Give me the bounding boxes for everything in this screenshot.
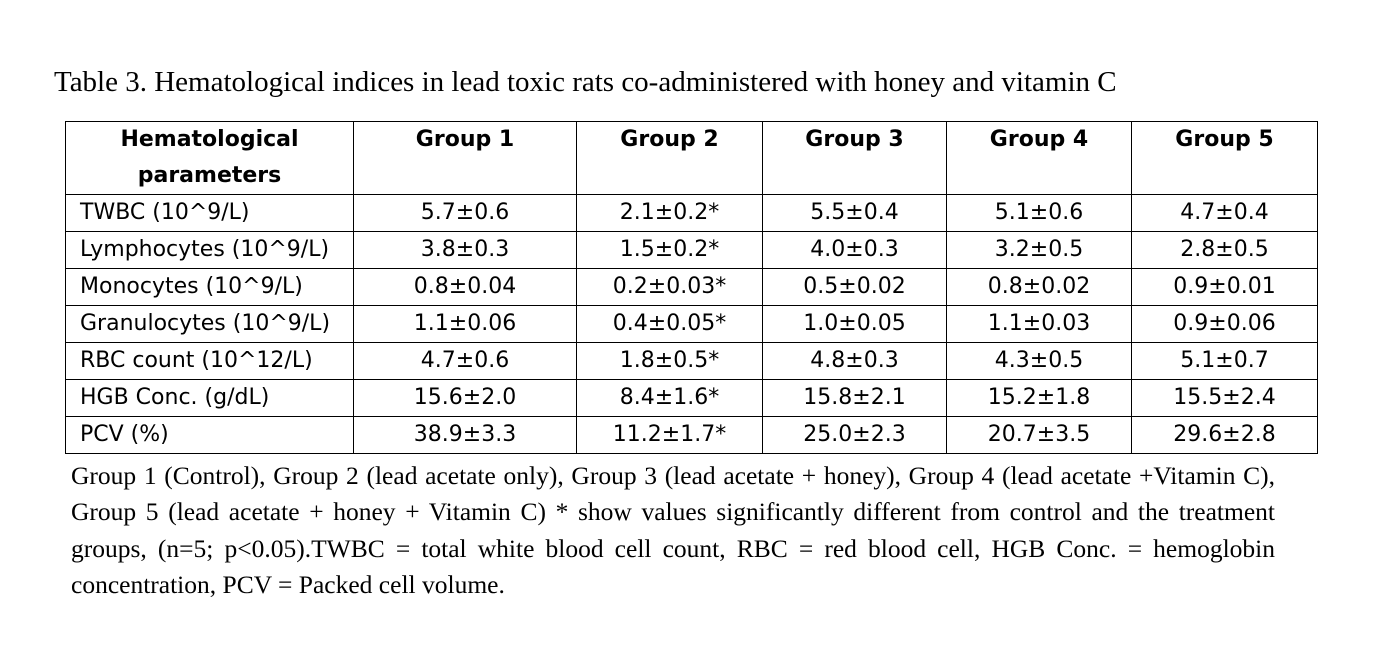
table-cell: 2.8±0.5 (1131, 231, 1318, 269)
table-row: TWBC (10^9/L) 5.7±0.6 2.1±0.2* 5.5±0.4 5… (65, 194, 1318, 232)
parameter-name: Granulocytes (10^9/L) (65, 305, 354, 343)
table-cell: 4.3±0.5 (946, 342, 1132, 380)
table-caption: Table 3. Hematological indices in lead t… (54, 66, 1117, 98)
parameter-name: Lymphocytes (10^9/L) (65, 231, 354, 269)
table-cell: 25.0±2.3 (762, 416, 947, 454)
table-cell: 15.2±1.8 (946, 379, 1132, 417)
parameter-name: Monocytes (10^9/L) (65, 268, 354, 306)
column-header-group-2: Group 2 (576, 121, 763, 195)
table-cell: 15.8±2.1 (762, 379, 947, 417)
table-row: Lymphocytes (10^9/L) 3.8±0.3 1.5±0.2* 4.… (65, 231, 1318, 269)
column-header-group-1: Group 1 (353, 121, 577, 195)
table-cell: 0.2±0.03* (576, 268, 763, 306)
table-row: RBC count (10^12/L) 4.7±0.6 1.8±0.5* 4.8… (65, 342, 1318, 380)
table-cell: 1.0±0.05 (762, 305, 947, 343)
table-header-row: Hematological parameters Group 1 Group 2… (65, 121, 1318, 195)
table-cell: 1.5±0.2* (576, 231, 763, 269)
table-cell: 1.8±0.5* (576, 342, 763, 380)
table-row: HGB Conc. (g/dL) 15.6±2.0 8.4±1.6* 15.8±… (65, 379, 1318, 417)
column-header-group-4: Group 4 (946, 121, 1132, 195)
table-cell: 29.6±2.8 (1131, 416, 1318, 454)
table-cell: 15.5±2.4 (1131, 379, 1318, 417)
parameter-name: HGB Conc. (g/dL) (65, 379, 354, 417)
table-row: Granulocytes (10^9/L) 1.1±0.06 0.4±0.05*… (65, 305, 1318, 343)
table-cell: 2.1±0.2* (576, 194, 763, 232)
table-cell: 1.1±0.03 (946, 305, 1132, 343)
table-cell: 4.0±0.3 (762, 231, 947, 269)
table-cell: 3.2±0.5 (946, 231, 1132, 269)
table-cell: 5.7±0.6 (353, 194, 577, 232)
parameter-name: TWBC (10^9/L) (65, 194, 354, 232)
table-cell: 4.8±0.3 (762, 342, 947, 380)
table-cell: 0.8±0.04 (353, 268, 577, 306)
table-row: Monocytes (10^9/L) 0.8±0.04 0.2±0.03* 0.… (65, 268, 1318, 306)
table-footnote: Group 1 (Control), Group 2 (lead acetate… (71, 461, 1275, 599)
table-cell: 1.1±0.06 (353, 305, 577, 343)
table-cell: 38.9±3.3 (353, 416, 577, 454)
table-row: PCV (%) 38.9±3.3 11.2±1.7* 25.0±2.3 20.7… (65, 416, 1318, 454)
table-cell: 0.4±0.05* (576, 305, 763, 343)
table-cell: 4.7±0.4 (1131, 194, 1318, 232)
table-cell: 15.6±2.0 (353, 379, 577, 417)
table-cell: 0.8±0.02 (946, 268, 1132, 306)
table-cell: 0.5±0.02 (762, 268, 947, 306)
table-cell: 0.9±0.01 (1131, 268, 1318, 306)
table-cell: 5.1±0.6 (946, 194, 1132, 232)
table-cell: 4.7±0.6 (353, 342, 577, 380)
table-cell: 0.9±0.06 (1131, 305, 1318, 343)
column-header-group-5: Group 5 (1131, 121, 1318, 195)
hematology-table: Hematological parameters Group 1 Group 2… (65, 121, 1318, 454)
column-header-parameters: Hematological parameters (65, 121, 354, 195)
table-cell: 5.5±0.4 (762, 194, 947, 232)
table-cell: 11.2±1.7* (576, 416, 763, 454)
table-cell: 20.7±3.5 (946, 416, 1132, 454)
table-cell: 8.4±1.6* (576, 379, 763, 417)
column-header-group-3: Group 3 (762, 121, 947, 195)
parameter-name: RBC count (10^12/L) (65, 342, 354, 380)
table-cell: 5.1±0.7 (1131, 342, 1318, 380)
parameter-name: PCV (%) (65, 416, 354, 454)
table-cell: 3.8±0.3 (353, 231, 577, 269)
